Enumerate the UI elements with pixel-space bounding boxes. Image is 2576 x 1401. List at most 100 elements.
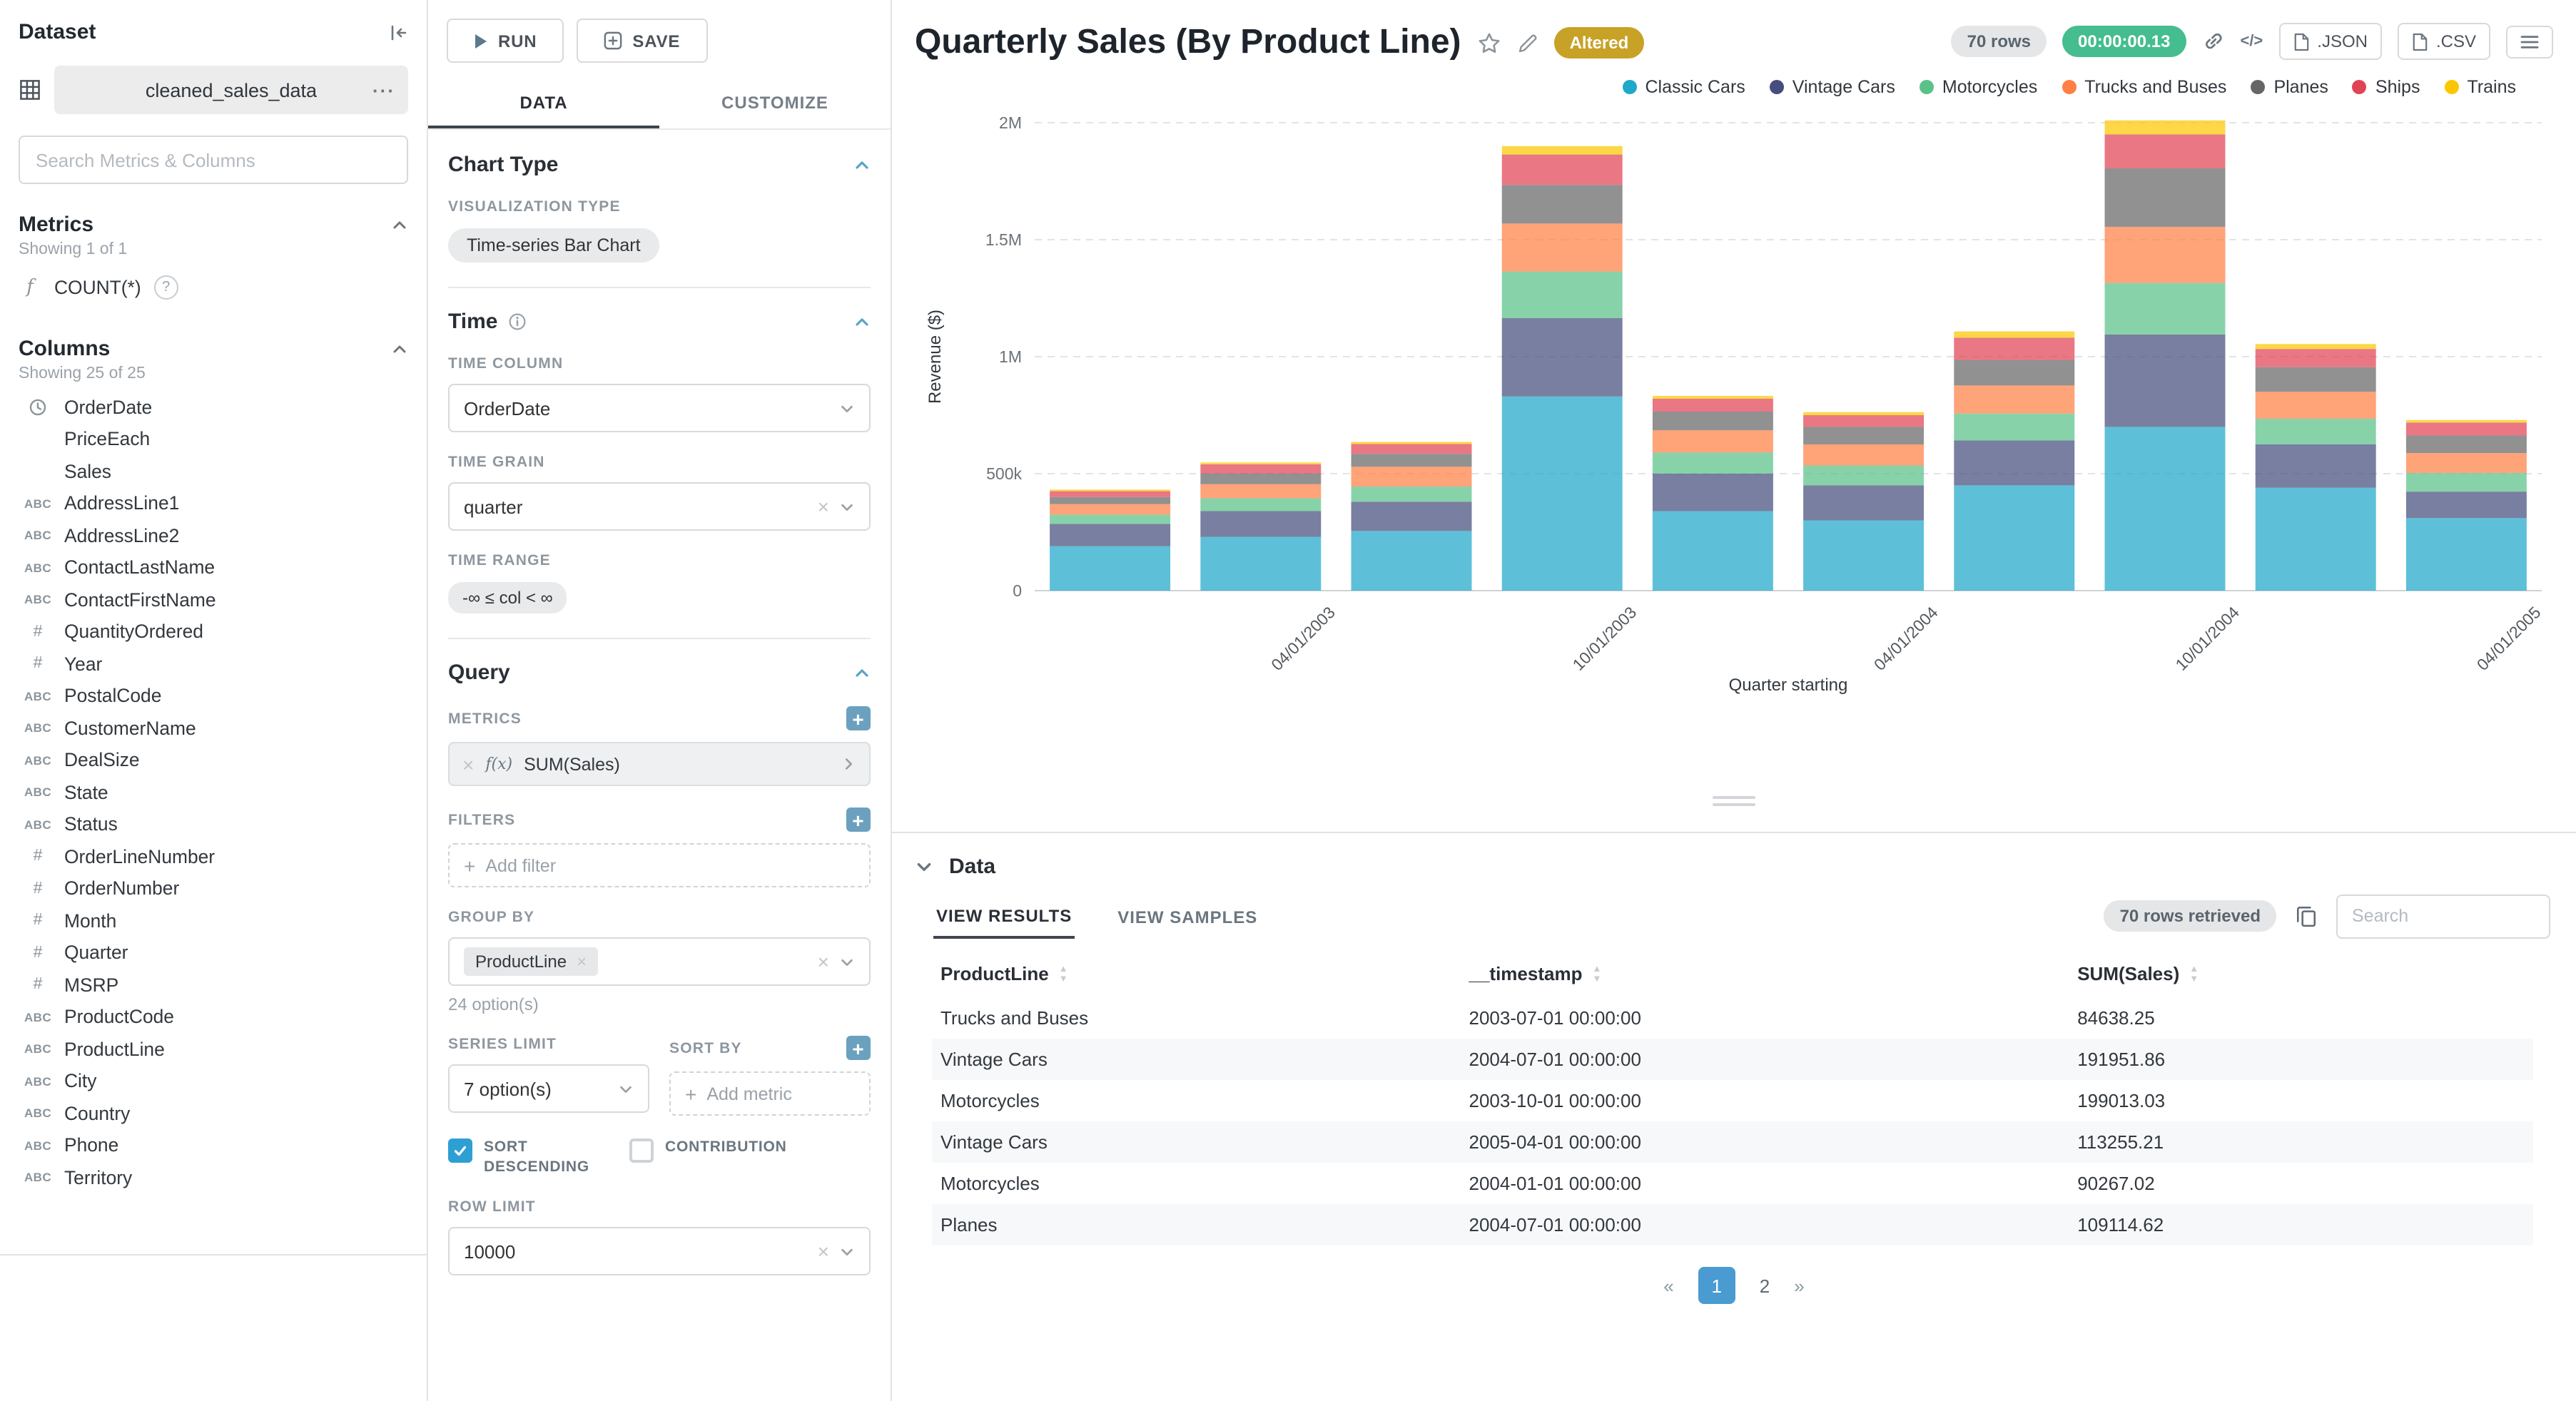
bar-segment[interactable]	[2104, 282, 2226, 335]
bar-segment[interactable]	[1501, 396, 1623, 591]
remove-chip-icon[interactable]: ×	[577, 952, 587, 972]
time-column-select[interactable]: OrderDate	[448, 384, 871, 432]
tab-data[interactable]: DATA	[428, 78, 659, 128]
chevron-up-icon[interactable]	[853, 156, 871, 173]
bar-segment[interactable]	[1050, 546, 1171, 591]
column-item[interactable]: # Year	[19, 648, 408, 680]
pagination-page[interactable]: 2	[1759, 1275, 1770, 1296]
share-link-icon[interactable]	[2201, 30, 2224, 53]
bar-segment[interactable]	[1200, 511, 1322, 537]
help-icon[interactable]: ?	[153, 275, 178, 299]
add-sort-metric-button[interactable]: +	[846, 1036, 871, 1060]
visualization-type-value[interactable]: Time-series Bar Chart	[448, 228, 659, 263]
bar-segment[interactable]	[1803, 444, 1925, 466]
save-button[interactable]: SAVE	[577, 19, 708, 63]
bar-segment[interactable]	[1803, 465, 1925, 486]
column-item[interactable]: ABC DealSize	[19, 744, 408, 776]
export-csv-button[interactable]: .CSV	[2397, 23, 2490, 60]
group-by-chip[interactable]: ProductLine ×	[464, 947, 599, 976]
column-item[interactable]: ABC ContactLastName	[19, 551, 408, 584]
bar-segment[interactable]	[1652, 396, 1773, 399]
bar-segment[interactable]	[1050, 504, 1171, 515]
bar-segment[interactable]	[1652, 398, 1773, 412]
sort-descending-checkbox[interactable]: SORT DESCENDING	[448, 1138, 607, 1178]
column-header[interactable]: SUM(Sales) ▲ ▼	[2069, 950, 2533, 997]
legend-item[interactable]: Vintage Cars	[1769, 77, 1895, 97]
bar-segment[interactable]	[1200, 498, 1322, 511]
row-limit-select[interactable]: 10000 ×	[448, 1227, 871, 1276]
bar-segment[interactable]	[1351, 501, 1472, 531]
bar-segment[interactable]	[1954, 360, 2075, 386]
column-item[interactable]: ABC ContactFirstName	[19, 584, 408, 616]
column-item[interactable]: Sales	[19, 455, 408, 487]
bar-segment[interactable]	[2104, 168, 2226, 227]
copy-icon[interactable]	[2295, 905, 2318, 927]
column-header[interactable]: ProductLine ▲ ▼	[932, 950, 1461, 997]
bar-segment[interactable]	[1954, 413, 2075, 441]
column-item[interactable]: ABC Territory	[19, 1161, 408, 1193]
time-range-value[interactable]: -∞ ≤ col < ∞	[448, 582, 567, 613]
metric-chip[interactable]: × f(x) SUM(Sales)	[448, 742, 871, 786]
bar-segment[interactable]	[1501, 154, 1623, 185]
column-item[interactable]: ABC PostalCode	[19, 680, 408, 712]
legend-item[interactable]: Ships	[2352, 77, 2420, 97]
remove-metric-icon[interactable]: ×	[462, 753, 475, 775]
altered-badge[interactable]: Altered	[1553, 27, 1645, 58]
series-limit-select[interactable]: 7 option(s)	[448, 1064, 649, 1113]
legend-item[interactable]: Trucks and Buses	[2062, 77, 2226, 97]
bar-segment[interactable]	[1652, 411, 1773, 431]
bar-segment[interactable]	[1652, 452, 1773, 474]
bar-segment[interactable]	[1803, 520, 1925, 591]
bar-segment[interactable]	[2104, 334, 2226, 427]
bar-segment[interactable]	[2255, 418, 2376, 444]
bar-segment[interactable]	[1200, 474, 1322, 484]
bar-segment[interactable]	[2405, 472, 2527, 492]
bar-segment[interactable]	[2104, 226, 2226, 283]
bar-segment[interactable]	[2255, 349, 2376, 367]
bar-segment[interactable]	[2405, 435, 2527, 454]
legend-item[interactable]: Motorcycles	[1919, 77, 2037, 97]
column-item[interactable]: ABC Country	[19, 1097, 408, 1129]
bar-segment[interactable]	[2104, 120, 2226, 135]
bar-segment[interactable]	[2255, 444, 2376, 488]
bar-segment[interactable]	[1200, 464, 1322, 474]
bar-segment[interactable]	[1954, 331, 2075, 338]
add-filter-button[interactable]: +	[846, 808, 871, 832]
column-header[interactable]: __timestamp ▲ ▼	[1461, 950, 2069, 997]
bar-segment[interactable]	[2405, 491, 2527, 519]
bar-segment[interactable]	[1954, 485, 2075, 591]
metric-item[interactable]: f COUNT(*) ?	[19, 265, 408, 308]
column-item[interactable]: ABC Status	[19, 808, 408, 840]
legend-item[interactable]: Trains	[2444, 77, 2516, 97]
add-filter-dropzone[interactable]: + Add filter	[448, 843, 871, 887]
chevron-down-icon[interactable]	[915, 857, 933, 876]
bar-segment[interactable]	[2255, 392, 2376, 419]
bar-segment[interactable]	[1501, 185, 1623, 224]
bar-segment[interactable]	[1501, 317, 1623, 397]
search-metrics-columns-input[interactable]	[19, 136, 408, 184]
favorite-star-icon[interactable]	[1477, 31, 1501, 55]
column-item[interactable]: PriceEach	[19, 423, 408, 455]
bar-segment[interactable]	[1351, 467, 1472, 487]
bar-segment[interactable]	[2255, 344, 2376, 350]
add-sort-metric-dropzone[interactable]: + Add metric	[669, 1071, 871, 1116]
column-item[interactable]: ABC AddressLine2	[19, 519, 408, 551]
bar-segment[interactable]	[2405, 422, 2527, 436]
contribution-checkbox[interactable]: CONTRIBUTION	[629, 1138, 787, 1178]
chevron-up-icon[interactable]	[391, 216, 408, 233]
column-item[interactable]: OrderDate	[19, 391, 408, 423]
panel-resize-divider[interactable]	[0, 1254, 427, 1255]
legend-item[interactable]: Planes	[2251, 77, 2328, 97]
bar-segment[interactable]	[1050, 524, 1171, 546]
chevron-up-icon[interactable]	[391, 340, 408, 357]
bar-segment[interactable]	[1050, 514, 1171, 524]
bar-segment[interactable]	[1200, 462, 1322, 464]
bar-segment[interactable]	[2104, 427, 2226, 591]
sort-icon[interactable]: ▲ ▼	[2189, 964, 2199, 984]
run-button[interactable]: RUN	[447, 19, 564, 63]
column-item[interactable]: ABC State	[19, 776, 408, 808]
table-search-input[interactable]	[2336, 894, 2550, 938]
edit-title-icon[interactable]	[1517, 32, 1538, 54]
sort-icon[interactable]: ▲ ▼	[1592, 964, 1602, 984]
column-item[interactable]: # OrderNumber	[19, 872, 408, 905]
